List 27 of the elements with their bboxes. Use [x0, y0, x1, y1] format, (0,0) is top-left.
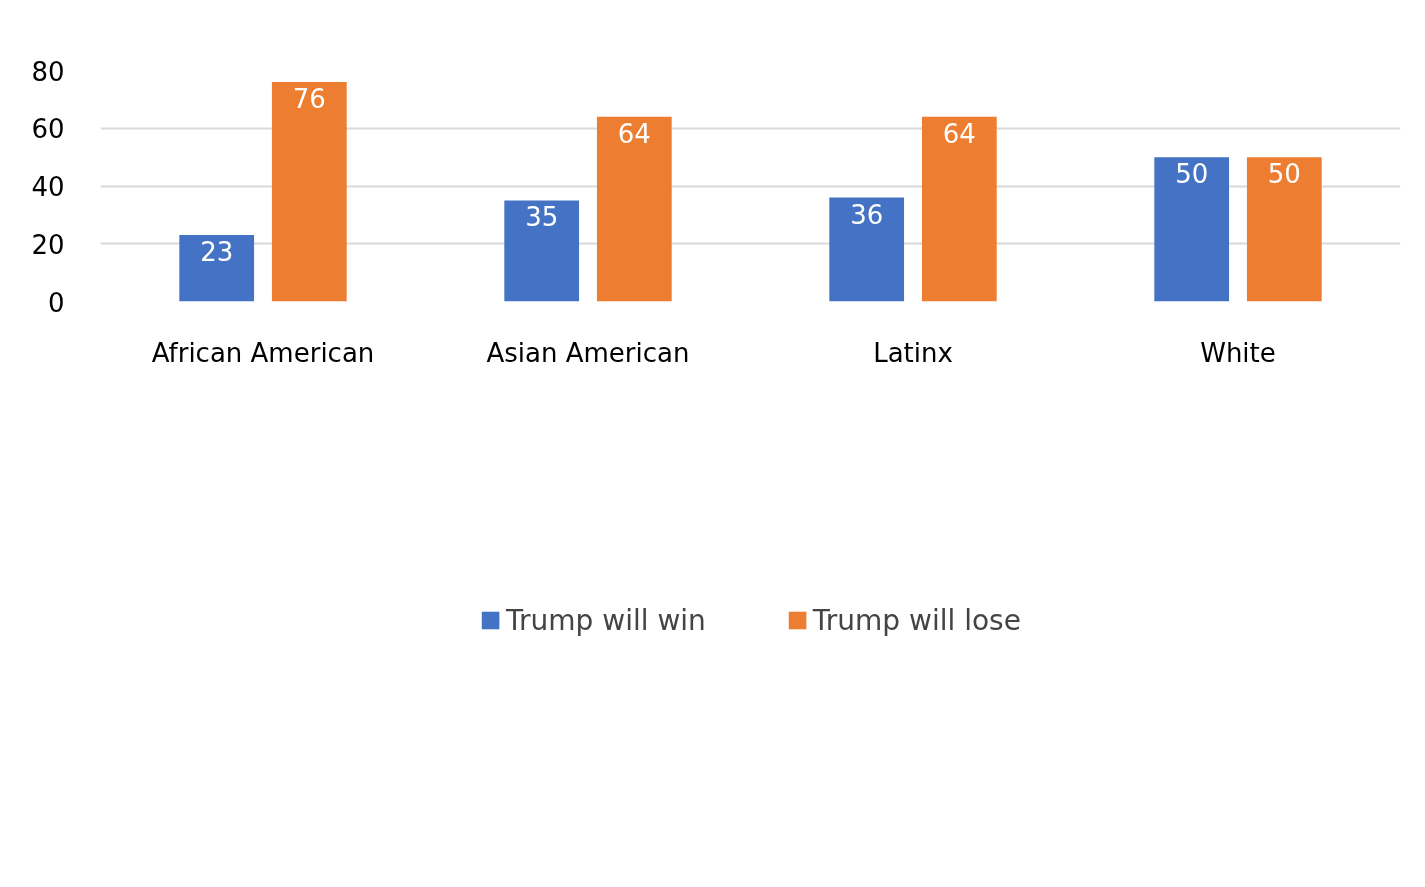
data-label: 64 — [617, 118, 651, 149]
bar — [829, 197, 905, 302]
bar — [179, 235, 255, 302]
bar — [921, 116, 997, 302]
data-label: 35 — [525, 202, 559, 233]
x-tick-label: African American — [151, 337, 375, 368]
data-label: 50 — [1267, 159, 1301, 190]
x-tick-label: White — [1200, 337, 1276, 368]
bar — [1154, 157, 1230, 302]
data-label: 76 — [292, 84, 326, 115]
bar — [271, 82, 347, 302]
y-tick-label: 80 — [31, 56, 65, 87]
x-tick-label: Asian American — [486, 337, 690, 368]
y-tick-label: 0 — [47, 287, 65, 318]
bar — [596, 116, 672, 302]
x-tick-label: Latinx — [873, 337, 953, 368]
legend-label: Trump will win — [506, 603, 706, 637]
bar — [1246, 157, 1322, 302]
data-label: 64 — [942, 118, 976, 149]
bar — [504, 200, 580, 302]
legend-label: Trump will lose — [812, 603, 1021, 637]
y-tick-label: 40 — [31, 172, 65, 202]
data-label: 36 — [850, 199, 884, 230]
y-tick-label: 20 — [31, 229, 65, 260]
data-label: 50 — [1175, 159, 1209, 190]
y-tick-label: 60 — [31, 114, 65, 145]
data-label: 23 — [200, 237, 234, 268]
